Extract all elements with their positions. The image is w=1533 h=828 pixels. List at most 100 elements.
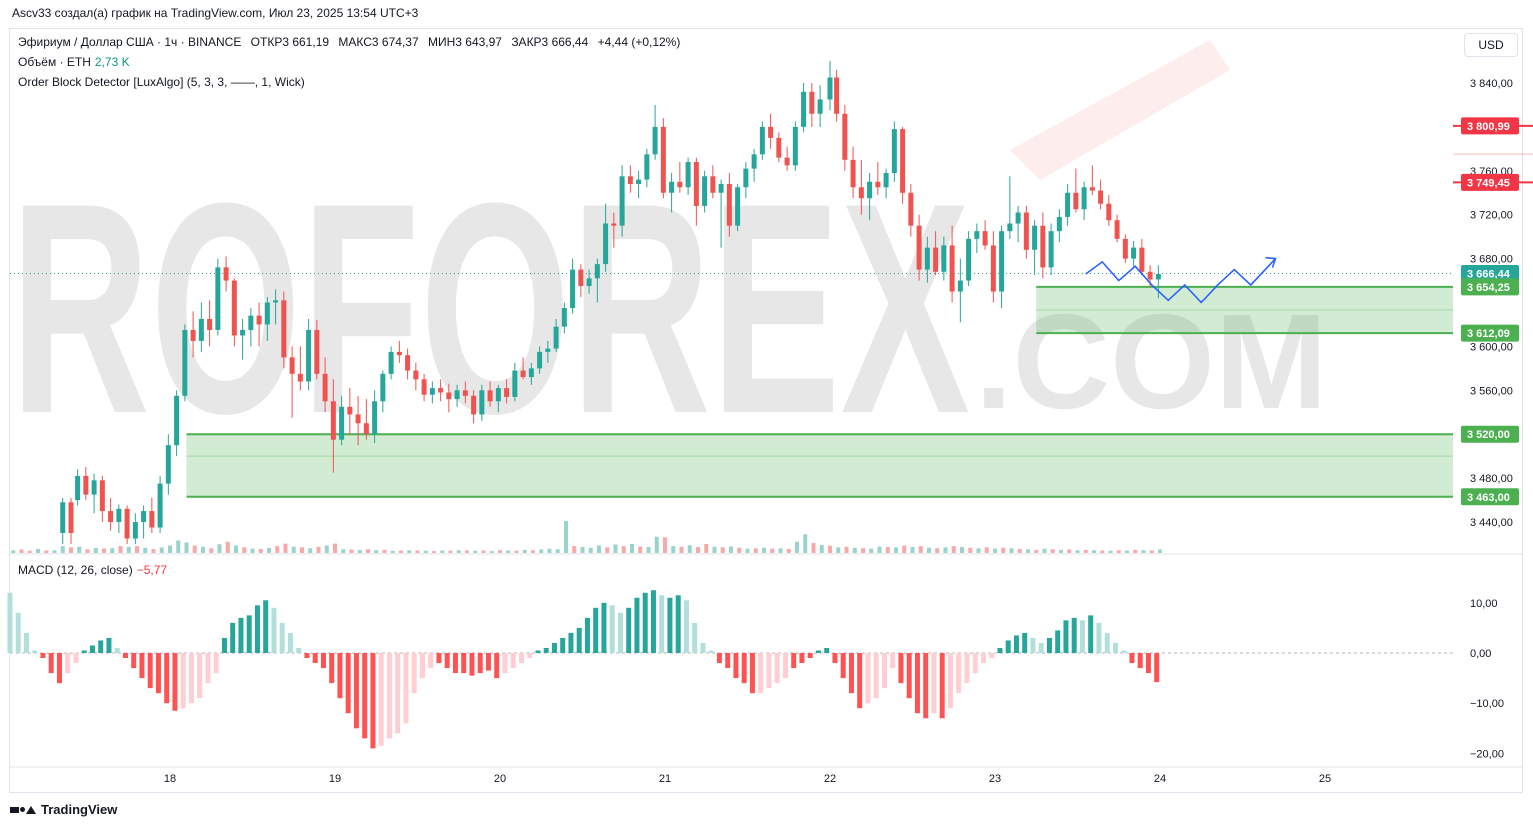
price-tick-label: 3 440,00 bbox=[1470, 517, 1513, 529]
candle bbox=[900, 126, 906, 204]
price-tick-label: 3 480,00 bbox=[1470, 473, 1513, 485]
macd-bar bbox=[617, 612, 623, 653]
macd-tick-label: 10,00 bbox=[1470, 598, 1498, 610]
ohlc-low: МИН3 643,97 bbox=[427, 35, 502, 49]
symbol-title[interactable]: Эфириум / Доллар США · 1ч · BINANCE bbox=[18, 35, 242, 49]
candle bbox=[834, 69, 840, 122]
price-label-box bbox=[1461, 117, 1519, 135]
candle bbox=[933, 231, 939, 276]
candle bbox=[314, 320, 320, 380]
candle-body bbox=[1131, 247, 1137, 259]
candle bbox=[363, 399, 369, 440]
candle-body bbox=[751, 154, 757, 169]
macd-bar bbox=[81, 650, 87, 653]
macd-bar bbox=[122, 653, 128, 659]
price-label-text: 3 654,25 bbox=[1467, 282, 1510, 294]
candle bbox=[619, 165, 625, 237]
macd-bar bbox=[7, 592, 13, 653]
candle-body bbox=[570, 269, 576, 308]
macd-bar bbox=[560, 637, 566, 653]
volume-bar bbox=[630, 544, 634, 553]
macd-bar bbox=[362, 653, 368, 739]
macd-bar bbox=[197, 653, 203, 699]
macd-bar bbox=[634, 597, 640, 653]
order-block-area bbox=[186, 434, 1453, 497]
candle-body bbox=[1065, 192, 1071, 217]
volume-bar bbox=[984, 547, 989, 553]
volume-bar bbox=[778, 548, 783, 553]
volume-bar bbox=[448, 550, 453, 553]
candle bbox=[1155, 265, 1161, 299]
tradingview-logo[interactable]: TradingView bbox=[10, 802, 117, 817]
macd-bar bbox=[527, 653, 533, 659]
volume-legend[interactable]: Объём · ETH 2,73 K bbox=[18, 55, 130, 69]
macd-bar bbox=[766, 653, 772, 689]
candle bbox=[999, 225, 1005, 308]
candle-body bbox=[627, 176, 633, 184]
indicator-legend[interactable]: Order Block Detector [LuxAlgo] (5, 3, 3,… bbox=[18, 75, 305, 89]
candle-body bbox=[322, 373, 328, 402]
macd-bar bbox=[304, 653, 310, 659]
candle bbox=[561, 302, 567, 334]
price-label-bull: 3 612,09 bbox=[1461, 324, 1519, 342]
volume-bar bbox=[27, 550, 32, 553]
volume-bar bbox=[1092, 550, 1096, 553]
candle bbox=[297, 346, 303, 391]
volume-bar bbox=[902, 545, 907, 553]
candle bbox=[1056, 209, 1062, 243]
candle-body bbox=[784, 157, 790, 166]
candle-body bbox=[710, 176, 716, 193]
candle-body bbox=[1122, 238, 1128, 259]
candle-body bbox=[726, 183, 732, 226]
macd-bar bbox=[1129, 653, 1135, 664]
macd-legend[interactable]: MACD (12, 26, close) −5,77 bbox=[18, 563, 167, 577]
candle bbox=[627, 165, 633, 193]
candle-body bbox=[190, 329, 196, 341]
macd-bar bbox=[576, 627, 582, 653]
candle bbox=[479, 384, 485, 422]
currency-button[interactable]: USD bbox=[1464, 33, 1518, 57]
candle-body bbox=[438, 388, 444, 393]
ohlc-high: МАКС3 674,37 bbox=[338, 35, 419, 49]
candle bbox=[68, 497, 74, 544]
macd-bar bbox=[1088, 615, 1094, 653]
candle-body bbox=[850, 159, 856, 188]
candle-body bbox=[1023, 212, 1029, 250]
macd-bar bbox=[708, 650, 714, 653]
macd-bar bbox=[469, 653, 475, 676]
candle bbox=[528, 362, 534, 385]
volume-bar bbox=[275, 546, 280, 553]
macd-bar bbox=[296, 647, 302, 653]
volume-bar bbox=[803, 534, 808, 553]
candle bbox=[801, 83, 807, 133]
candle-body bbox=[124, 508, 130, 539]
candle bbox=[669, 173, 675, 213]
macd-bar bbox=[733, 653, 739, 679]
macd-bar bbox=[692, 622, 698, 653]
candle-body bbox=[215, 267, 221, 330]
candle-body bbox=[644, 154, 650, 180]
candle-body bbox=[603, 223, 609, 265]
volume-bar bbox=[597, 545, 601, 553]
candle-body bbox=[512, 370, 518, 397]
candle-body bbox=[339, 406, 345, 440]
volume-bar bbox=[531, 550, 535, 553]
macd-bar bbox=[172, 653, 178, 711]
volume-bar bbox=[93, 548, 98, 553]
candle-body bbox=[396, 351, 402, 356]
candle bbox=[817, 85, 823, 127]
macd-bar bbox=[956, 653, 962, 694]
order-block-bullish-2 bbox=[186, 433, 1453, 498]
candle bbox=[413, 362, 419, 391]
time-axis: 18 19 20 21 22 23 24 25 bbox=[164, 773, 1331, 785]
price-tick-label: 3 560,00 bbox=[1470, 385, 1513, 397]
volume-bar bbox=[910, 547, 915, 553]
candle-body bbox=[768, 126, 774, 138]
volume-bar bbox=[885, 547, 890, 553]
candle bbox=[1106, 194, 1112, 226]
macd-bar bbox=[626, 607, 632, 653]
macd-bar bbox=[221, 637, 227, 653]
candle-body bbox=[652, 126, 658, 155]
volume-bar bbox=[564, 521, 568, 553]
